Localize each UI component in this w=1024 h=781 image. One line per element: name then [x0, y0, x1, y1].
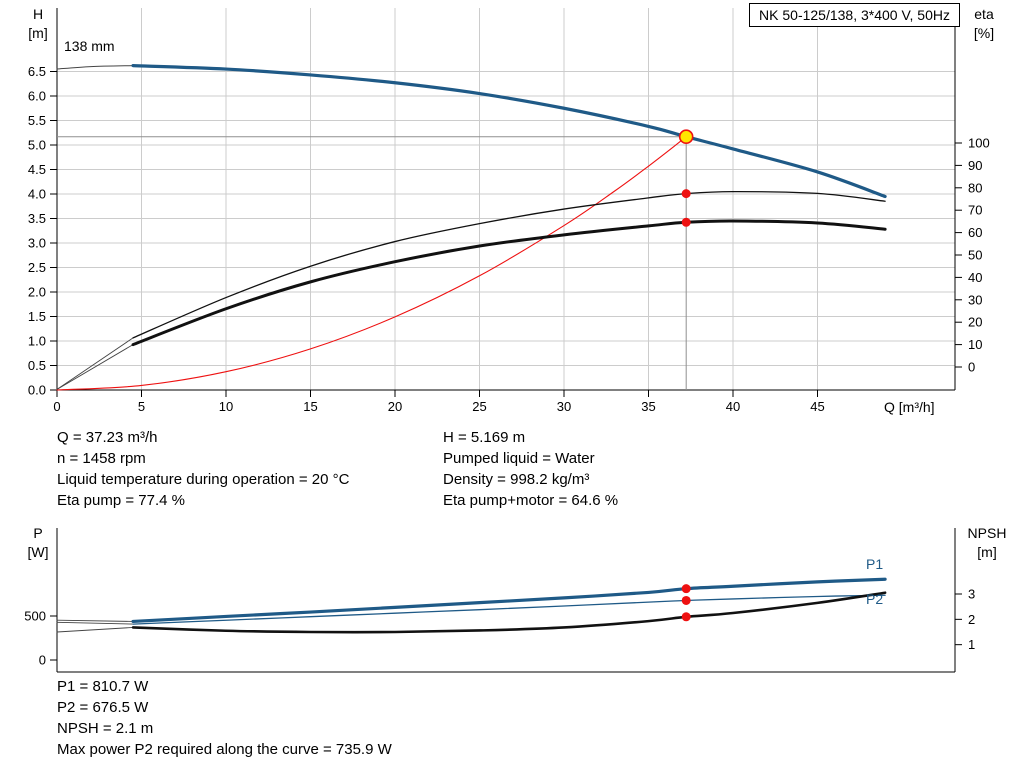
- max-power-text: Max power P2 required along the curve = …: [57, 741, 392, 758]
- duty-info-right: H = 5.169 m Pumped liquid = Water Densit…: [443, 427, 618, 511]
- svg-text:2.5: 2.5: [28, 260, 46, 275]
- p-axis-title-line1: P: [33, 525, 43, 541]
- svg-text:80: 80: [968, 180, 982, 195]
- pump-model-title: NK 50-125/138, 3*400 V, 50Hz: [749, 3, 960, 27]
- svg-text:6.0: 6.0: [28, 89, 46, 104]
- impeller-diameter-label: 138 mm: [64, 38, 115, 54]
- eta-pump-motor-text: Eta pump+motor = 64.6 %: [443, 492, 619, 509]
- svg-text:500: 500: [24, 609, 46, 624]
- svg-text:0.0: 0.0: [28, 383, 46, 398]
- svg-text:45: 45: [810, 399, 824, 414]
- power-info-block: P1 = 810.7 W P2 = 676.5 W NPSH = 2.1 m M…: [57, 676, 392, 760]
- npsh-axis-title-line2: [m]: [977, 544, 997, 560]
- svg-text:5.5: 5.5: [28, 113, 46, 128]
- svg-text:10: 10: [219, 399, 233, 414]
- svg-text:25: 25: [472, 399, 486, 414]
- npsh-value-text: NPSH = 2.1 m: [57, 720, 154, 737]
- svg-text:60: 60: [968, 225, 982, 240]
- eta-axis-title-line1: eta: [974, 6, 994, 22]
- svg-text:5.0: 5.0: [28, 138, 46, 153]
- svg-text:4.0: 4.0: [28, 187, 46, 202]
- speed-value-text: n = 1458 rpm: [57, 450, 146, 467]
- svg-text:20: 20: [968, 315, 982, 330]
- h-axis-title-line1: H: [32, 6, 44, 22]
- p-axis-title: P [W]: [18, 524, 58, 562]
- svg-text:0.5: 0.5: [28, 358, 46, 373]
- svg-text:40: 40: [968, 270, 982, 285]
- svg-text:5: 5: [138, 399, 145, 414]
- liquid-temperature-text: Liquid temperature during operation = 20…: [57, 471, 350, 488]
- svg-text:30: 30: [968, 292, 982, 307]
- svg-text:3.5: 3.5: [28, 211, 46, 226]
- svg-text:3.0: 3.0: [28, 236, 46, 251]
- p2-curve-label: P2: [866, 591, 884, 607]
- svg-text:15: 15: [303, 399, 317, 414]
- h-axis-title: H [m]: [18, 5, 58, 43]
- svg-text:2: 2: [968, 612, 975, 627]
- density-text: Density = 998.2 kg/m³: [443, 471, 590, 488]
- svg-text:70: 70: [968, 203, 982, 218]
- eta-axis-title-line2: [%]: [973, 25, 995, 41]
- svg-text:40: 40: [726, 399, 740, 414]
- q-axis-title: Q [m³/h]: [884, 399, 935, 415]
- svg-text:4.5: 4.5: [28, 162, 46, 177]
- npsh-axis-title-line1: NPSH: [967, 525, 1007, 541]
- flow-value-text: Q = 37.23 m³/h: [57, 429, 158, 446]
- svg-text:2.0: 2.0: [28, 285, 46, 300]
- eta-axis-title: eta [%]: [962, 5, 1006, 43]
- svg-text:0: 0: [968, 360, 975, 375]
- svg-text:0: 0: [53, 399, 60, 414]
- svg-text:1.0: 1.0: [28, 334, 46, 349]
- svg-text:90: 90: [968, 158, 982, 173]
- svg-text:100: 100: [968, 136, 990, 151]
- svg-text:50: 50: [968, 248, 982, 263]
- duty-info-left: Q = 37.23 m³/h n = 1458 rpm Liquid tempe…: [57, 427, 349, 511]
- svg-text:10: 10: [968, 337, 982, 352]
- svg-text:1.5: 1.5: [28, 309, 46, 324]
- p1-curve-label: P1: [866, 556, 884, 572]
- svg-text:20: 20: [388, 399, 402, 414]
- svg-text:30: 30: [557, 399, 571, 414]
- svg-text:3: 3: [968, 587, 975, 602]
- h-axis-title-line2: [m]: [28, 25, 48, 41]
- npsh-axis-title: NPSH [m]: [956, 524, 1018, 562]
- eta-pump-text: Eta pump = 77.4 %: [57, 492, 185, 509]
- svg-text:6.5: 6.5: [28, 64, 46, 79]
- svg-text:0: 0: [39, 653, 46, 668]
- svg-text:1: 1: [968, 637, 975, 652]
- svg-text:35: 35: [641, 399, 655, 414]
- pumped-liquid-text: Pumped liquid = Water: [443, 450, 595, 467]
- p-axis-title-line2: [W]: [27, 544, 49, 560]
- p2-value-text: P2 = 676.5 W: [57, 699, 149, 716]
- head-value-text: H = 5.169 m: [443, 429, 526, 446]
- p1-value-text: P1 = 810.7 W: [57, 678, 149, 695]
